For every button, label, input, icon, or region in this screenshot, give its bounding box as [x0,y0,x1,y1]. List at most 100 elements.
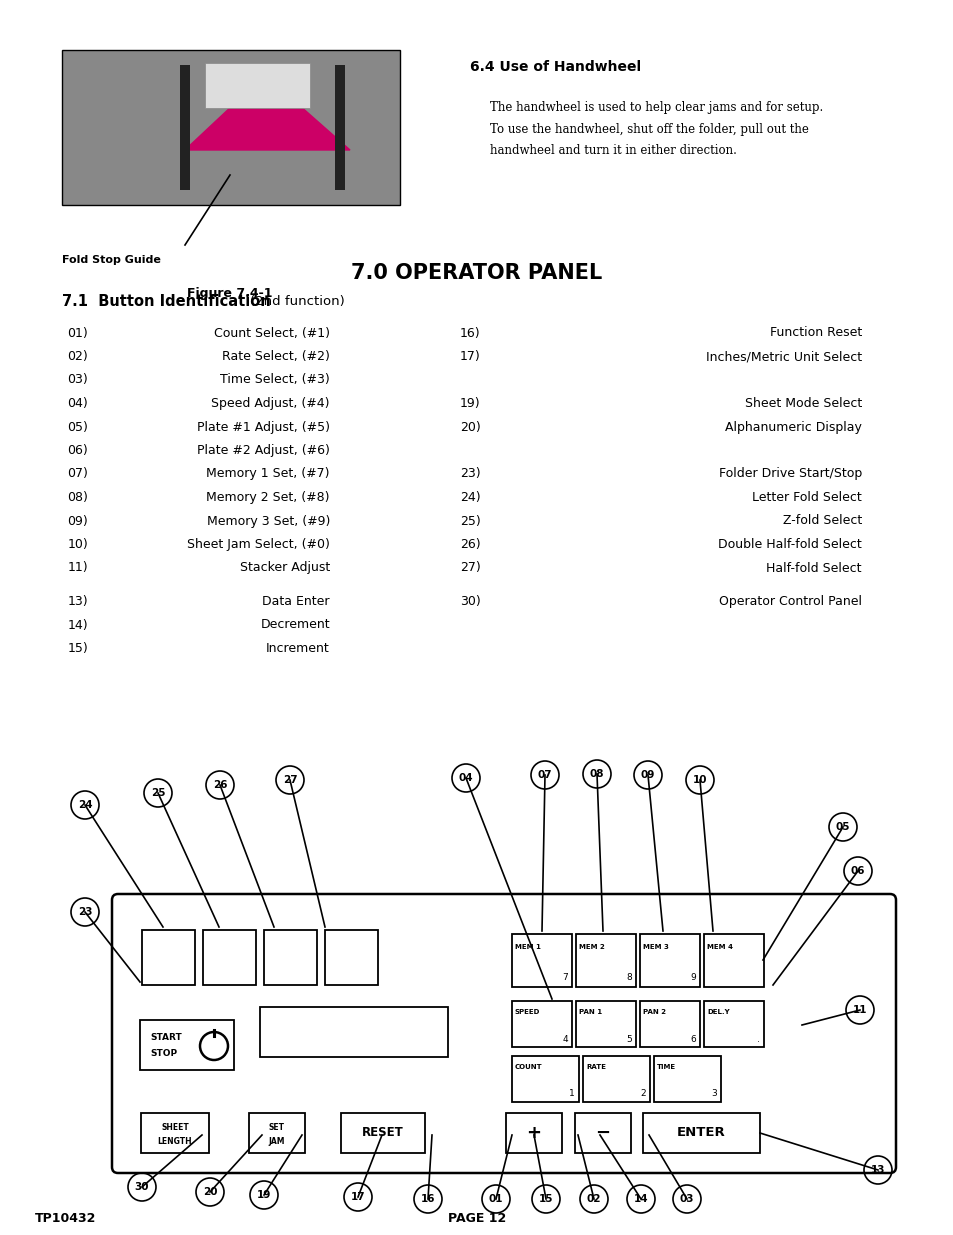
Text: DEL.Y: DEL.Y [706,1009,729,1015]
Text: TIME: TIME [657,1065,676,1070]
Text: 5: 5 [625,1035,631,1044]
Text: Sheet Jam Select, (#0): Sheet Jam Select, (#0) [187,538,330,551]
Text: RESET: RESET [362,1126,403,1140]
Text: STOP: STOP [150,1049,177,1057]
Text: 09: 09 [640,769,655,781]
Text: 6: 6 [690,1035,696,1044]
Text: START: START [150,1034,182,1042]
Text: Memory 3 Set, (#9): Memory 3 Set, (#9) [207,515,330,527]
Text: TP10432: TP10432 [35,1213,96,1225]
Text: Half-fold Select: Half-fold Select [765,562,862,574]
Text: To use the handwheel, shut off the folder, pull out the: To use the handwheel, shut off the folde… [490,122,808,136]
Text: 02: 02 [586,1194,600,1204]
Text: 17: 17 [351,1192,365,1202]
Text: 8: 8 [625,973,631,983]
Text: 09): 09) [67,515,88,527]
Text: 4: 4 [561,1035,567,1044]
Text: 6.4 Use of Handwheel: 6.4 Use of Handwheel [470,61,640,74]
Text: COUNT: COUNT [515,1065,542,1070]
Text: 07): 07) [67,468,88,480]
Text: 30): 30) [459,595,480,608]
Text: JAM: JAM [269,1136,285,1146]
Text: Memory 2 Set, (#8): Memory 2 Set, (#8) [206,492,330,504]
FancyBboxPatch shape [340,1113,424,1153]
Text: 04: 04 [458,773,473,783]
Text: 24): 24) [459,492,480,504]
Text: 03: 03 [679,1194,694,1204]
FancyBboxPatch shape [180,65,190,190]
FancyBboxPatch shape [575,1113,630,1153]
Text: 16: 16 [420,1194,435,1204]
Text: 05): 05) [67,420,88,433]
Text: 25): 25) [459,515,480,527]
Text: Fold Stop Guide: Fold Stop Guide [62,254,161,266]
Text: 1: 1 [569,1089,575,1098]
Text: 26): 26) [459,538,480,551]
Text: PAGE 12: PAGE 12 [447,1213,506,1225]
Text: 7: 7 [561,973,567,983]
FancyBboxPatch shape [639,1002,700,1047]
Text: Memory 1 Set, (#7): Memory 1 Set, (#7) [206,468,330,480]
FancyBboxPatch shape [642,1113,760,1153]
Text: handwheel and turn it in either direction.: handwheel and turn it in either directio… [490,144,736,158]
Text: 25: 25 [151,788,165,798]
Text: 17): 17) [459,350,480,363]
Text: 27: 27 [282,776,297,785]
FancyBboxPatch shape [582,1056,649,1102]
Text: 9: 9 [690,973,696,983]
Text: 11): 11) [68,562,88,574]
Text: 11: 11 [852,1005,866,1015]
Text: Data Enter: Data Enter [262,595,330,608]
Text: 19): 19) [459,396,480,410]
Text: 23: 23 [77,906,92,918]
Text: 15): 15) [67,642,88,655]
Text: 20): 20) [459,420,480,433]
FancyBboxPatch shape [112,894,895,1173]
FancyBboxPatch shape [703,934,763,987]
FancyBboxPatch shape [576,934,636,987]
Text: 24: 24 [77,800,92,810]
Text: 3: 3 [711,1089,717,1098]
Text: ENTER: ENTER [676,1126,724,1140]
FancyBboxPatch shape [512,1002,572,1047]
Text: MEM 3: MEM 3 [642,944,668,950]
Text: 03): 03) [67,373,88,387]
Text: 23): 23) [459,468,480,480]
FancyBboxPatch shape [576,1002,636,1047]
FancyBboxPatch shape [264,930,316,986]
Text: (2nd function): (2nd function) [250,294,344,308]
Text: 05: 05 [835,823,849,832]
Text: 13: 13 [870,1165,884,1174]
Text: 10: 10 [692,776,706,785]
Text: Alphanumeric Display: Alphanumeric Display [724,420,862,433]
Text: 15: 15 [538,1194,553,1204]
Text: −: − [595,1124,610,1142]
Text: Sheet Mode Select: Sheet Mode Select [744,396,862,410]
FancyBboxPatch shape [140,1020,233,1070]
FancyBboxPatch shape [505,1113,561,1153]
FancyBboxPatch shape [335,65,345,190]
Text: 02): 02) [67,350,88,363]
Text: Operator Control Panel: Operator Control Panel [719,595,862,608]
Text: Figure 7.4-1: Figure 7.4-1 [187,287,273,300]
Text: 16): 16) [459,326,480,340]
Text: 01: 01 [488,1194,503,1204]
Text: Plate #1 Adjust, (#5): Plate #1 Adjust, (#5) [196,420,330,433]
Text: Z-fold Select: Z-fold Select [781,515,862,527]
Text: SPEED: SPEED [515,1009,539,1015]
Text: RATE: RATE [585,1065,605,1070]
Text: Rate Select, (#2): Rate Select, (#2) [222,350,330,363]
FancyBboxPatch shape [639,934,700,987]
Text: 07: 07 [537,769,552,781]
Text: MEM 4: MEM 4 [706,944,732,950]
Text: PAN 1: PAN 1 [578,1009,601,1015]
Text: 08: 08 [589,769,603,779]
Text: 10): 10) [67,538,88,551]
FancyBboxPatch shape [62,49,399,205]
Text: Function Reset: Function Reset [769,326,862,340]
Text: Decrement: Decrement [260,619,330,631]
Text: MEM 2: MEM 2 [578,944,604,950]
FancyBboxPatch shape [142,930,194,986]
Text: 7.1  Button Identification: 7.1 Button Identification [62,294,271,309]
Text: 20: 20 [203,1187,217,1197]
